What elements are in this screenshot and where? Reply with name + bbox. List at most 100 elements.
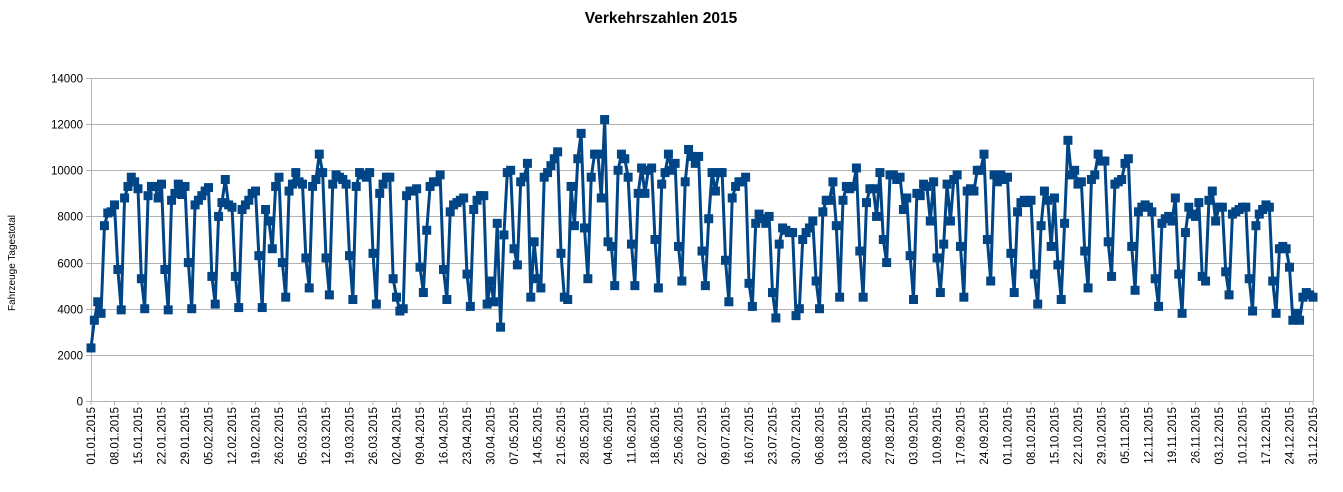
data-point xyxy=(318,168,328,178)
data-point xyxy=(808,216,818,226)
data-point xyxy=(1043,195,1053,205)
data-point xyxy=(143,191,153,201)
data-point xyxy=(704,214,714,224)
data-point xyxy=(895,172,905,182)
data-point xyxy=(1036,221,1046,231)
data-point xyxy=(774,239,784,249)
x-tick-label: 10.12.2015 xyxy=(1238,407,1250,465)
y-tick-label: 6000 xyxy=(57,259,83,271)
data-point xyxy=(737,177,747,187)
data-point xyxy=(915,191,925,201)
x-tick-label: 25.06.2015 xyxy=(674,407,686,465)
data-point xyxy=(932,253,942,263)
data-point xyxy=(976,165,986,175)
data-point xyxy=(1251,221,1261,231)
data-point xyxy=(522,158,532,168)
y-tick-label: 4000 xyxy=(57,305,83,317)
data-point xyxy=(717,168,727,178)
data-point xyxy=(680,177,690,187)
data-point xyxy=(935,288,945,298)
data-point xyxy=(1298,292,1308,302)
data-point xyxy=(1271,308,1281,318)
x-tick-label: 26.11.2015 xyxy=(1191,407,1203,464)
data-point xyxy=(126,172,136,182)
data-point xyxy=(167,195,177,205)
data-point xyxy=(1281,244,1291,254)
data-point xyxy=(925,216,935,226)
data-point xyxy=(106,207,116,217)
data-point xyxy=(1224,290,1234,300)
data-point xyxy=(1144,202,1153,212)
data-point xyxy=(825,195,835,205)
x-tick-label: 01.01.2015 xyxy=(86,407,98,465)
data-point xyxy=(398,304,408,314)
data-point xyxy=(1288,315,1298,325)
x-tick-label: 14.05.2015 xyxy=(533,407,545,465)
x-tick-labels: 01.01.2015 08.01.2015 15.01.2015 22.01.2015… xyxy=(86,407,1320,465)
x-tick-label: 26.03.2015 xyxy=(368,407,380,465)
data-point xyxy=(365,168,375,178)
data-point xyxy=(593,149,603,159)
data-point xyxy=(811,276,821,286)
data-point xyxy=(553,147,563,157)
data-point xyxy=(1029,269,1039,279)
data-point xyxy=(1194,198,1204,208)
data-point xyxy=(969,186,979,196)
data-point xyxy=(684,145,694,155)
data-point xyxy=(1248,306,1258,316)
data-point xyxy=(580,223,589,233)
data-point xyxy=(93,297,103,307)
data-point xyxy=(1117,175,1127,185)
data-point xyxy=(690,158,700,168)
data-point xyxy=(596,193,606,203)
data-point xyxy=(271,181,281,191)
data-point xyxy=(519,172,529,182)
data-point xyxy=(160,264,170,274)
data-point xyxy=(828,177,838,187)
data-point xyxy=(425,181,435,191)
x-tick-label: 02.04.2015 xyxy=(392,407,404,465)
x-tick-label: 03.12.2015 xyxy=(1214,407,1226,465)
x-tick-label: 24.09.2015 xyxy=(979,407,991,465)
x-tick-label: 01.10.2015 xyxy=(1003,407,1015,465)
data-point xyxy=(724,297,734,307)
data-point xyxy=(898,205,908,215)
data-point xyxy=(86,343,96,353)
data-point xyxy=(110,200,119,210)
data-point xyxy=(1244,274,1254,284)
x-tick-label: 19.02.2015 xyxy=(251,407,263,465)
data-point xyxy=(583,274,593,284)
data-point xyxy=(754,209,764,219)
data-point xyxy=(606,241,616,251)
data-point xyxy=(177,190,187,200)
data-point xyxy=(197,191,207,201)
x-tick-label: 08.01.2015 xyxy=(110,407,122,465)
data-point xyxy=(731,181,741,191)
data-point xyxy=(875,168,885,178)
data-point xyxy=(462,269,472,279)
data-point xyxy=(298,179,307,189)
data-point xyxy=(183,258,193,268)
data-point xyxy=(952,170,962,180)
data-point xyxy=(227,202,237,212)
data-point xyxy=(1264,202,1274,212)
data-point xyxy=(392,292,401,302)
data-point xyxy=(1123,154,1133,164)
data-point xyxy=(422,225,432,235)
y-tick-labels: 0 2000 4000 6000 8000 10000 12000 14000 xyxy=(51,74,83,409)
x-tick-label: 29.01.2015 xyxy=(180,407,192,465)
data-point xyxy=(989,170,999,180)
data-point xyxy=(747,301,757,311)
data-point xyxy=(804,223,814,233)
data-point xyxy=(274,172,284,182)
data-point xyxy=(1013,207,1023,217)
data-point xyxy=(341,179,351,189)
data-point xyxy=(1157,218,1167,228)
x-tick-label: 12.02.2015 xyxy=(227,407,239,465)
data-point xyxy=(539,172,549,182)
data-point xyxy=(402,191,412,201)
data-point xyxy=(163,305,173,315)
x-tick-label: 31.12.2015 xyxy=(1308,407,1320,465)
data-point xyxy=(1103,237,1113,247)
x-tick-label: 23.04.2015 xyxy=(462,407,474,465)
